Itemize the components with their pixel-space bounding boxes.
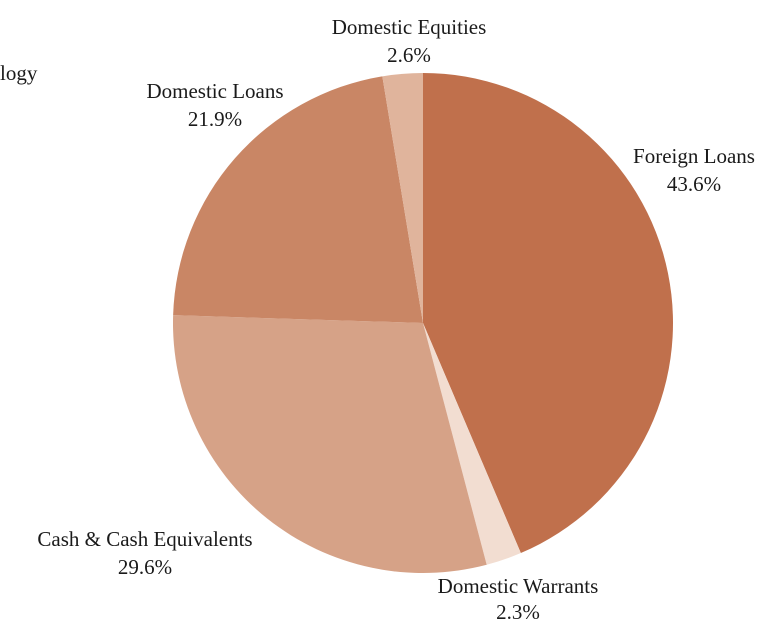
slice-label: Domestic Loans [146,79,283,103]
slice-value-label: 29.6% [118,555,172,579]
slice-value-label: 21.9% [188,107,242,131]
slice-value-label: 2.6% [387,43,431,67]
slice-label: Domestic Warrants [438,574,599,598]
slice-value-label: 2.3% [496,600,540,623]
pie-slice-domestic-loans [173,76,423,323]
pie-slice-domestic-equities [382,73,423,323]
cut-off-label: logy [0,61,38,85]
slice-value-label: 43.6% [667,172,721,196]
slice-label: Cash & Cash Equivalents [37,527,252,551]
pie-slices [172,73,674,573]
slice-label: Foreign Loans [633,144,755,168]
pie-slice-domestic-warrants [423,323,521,565]
slice-label: Domestic Equities [332,15,487,39]
pie-slice-foreign-loans [423,73,674,554]
pie-slice-cash-cash-equivalents [172,315,487,573]
